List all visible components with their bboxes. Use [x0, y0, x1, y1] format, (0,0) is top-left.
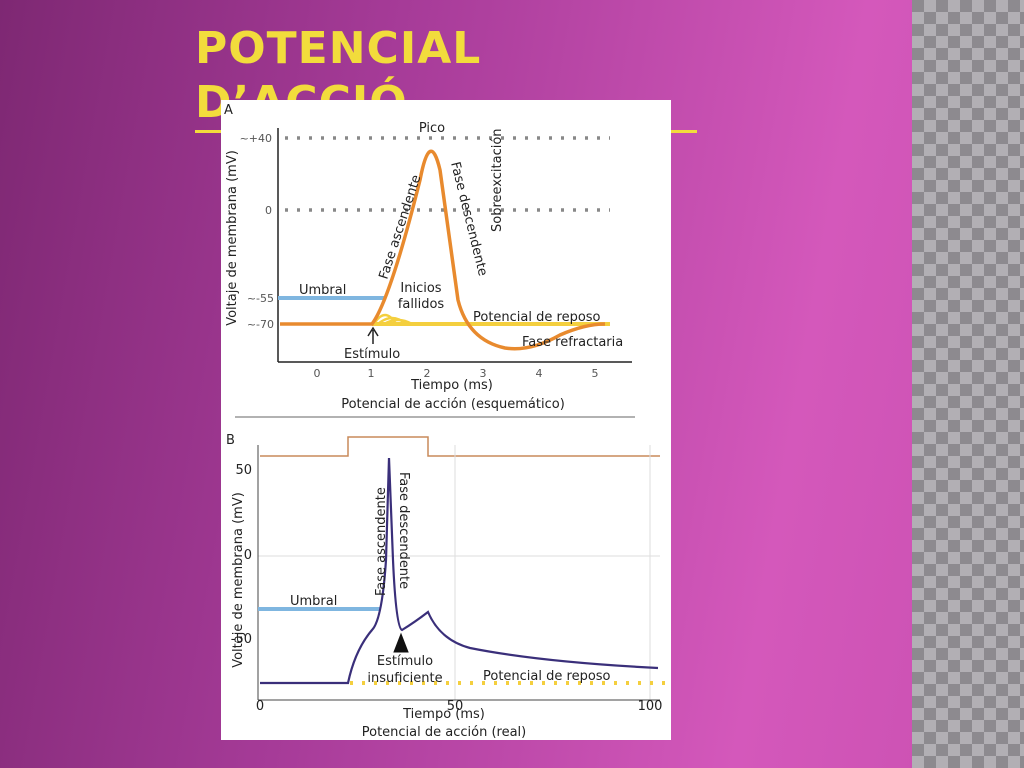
- annotation: Fase refractaria: [522, 335, 623, 350]
- x-tick-label: 4: [536, 367, 543, 380]
- annotation: insuficiente: [367, 671, 442, 686]
- x-tick-label: 50: [447, 699, 464, 714]
- y-tick-label: -50: [231, 632, 252, 647]
- annotation: Potencial de reposo: [473, 310, 601, 325]
- y-tick-label: 0: [265, 204, 272, 217]
- annotation: Fase descendente: [396, 472, 411, 589]
- y-axis-label: Voltaje de membrana (mV): [225, 150, 240, 326]
- action-potential-curve: [280, 149, 606, 351]
- y-tick-label: 0: [244, 548, 252, 563]
- x-tick-label: 2: [424, 367, 431, 380]
- annotation: Pico: [419, 121, 445, 136]
- side-strip: [912, 0, 1024, 768]
- x-tick-label: 100: [638, 699, 663, 714]
- figure-background: [221, 100, 671, 740]
- panel-label: A: [224, 103, 233, 118]
- y-tick-label: ~-70: [247, 318, 274, 331]
- x-axis-label: Tiempo (ms): [402, 707, 485, 722]
- x-tick-label: 0: [314, 367, 321, 380]
- y-axis-label: Voltaje de membrana (mV): [231, 492, 246, 668]
- annotation: Estímulo: [344, 347, 400, 362]
- x-axis-label: Tiempo (ms): [410, 378, 493, 393]
- annotation: Estímulo: [377, 654, 433, 669]
- y-tick-label: ~+40: [240, 132, 272, 145]
- stimulus-arrow: [393, 632, 409, 653]
- stimulus-trace: [260, 436, 660, 457]
- x-tick-label: 3: [480, 367, 487, 380]
- x-tick-label: 1: [368, 367, 375, 380]
- annotation: Umbral: [299, 283, 346, 298]
- action-potential-curve: [260, 457, 659, 685]
- y-tick-label: ~-55: [247, 292, 274, 305]
- caption: Potencial de acción (esquemático): [341, 397, 565, 412]
- annotation: fallidos: [398, 297, 445, 312]
- annotation: Umbral: [290, 594, 337, 609]
- caption: Potencial de acción (real): [362, 725, 527, 740]
- panel-label: B: [226, 433, 235, 448]
- x-tick-label: 5: [592, 367, 599, 380]
- annotation: Inicios: [400, 281, 441, 296]
- x-tick-label: 0: [256, 699, 264, 714]
- annotation: Potencial de reposo: [483, 669, 611, 684]
- annotation: Sobreexcitación: [490, 128, 505, 232]
- y-tick-label: 50: [235, 463, 252, 478]
- stimulus-arrow: [367, 326, 379, 344]
- annotation: Fase ascendente: [374, 487, 389, 596]
